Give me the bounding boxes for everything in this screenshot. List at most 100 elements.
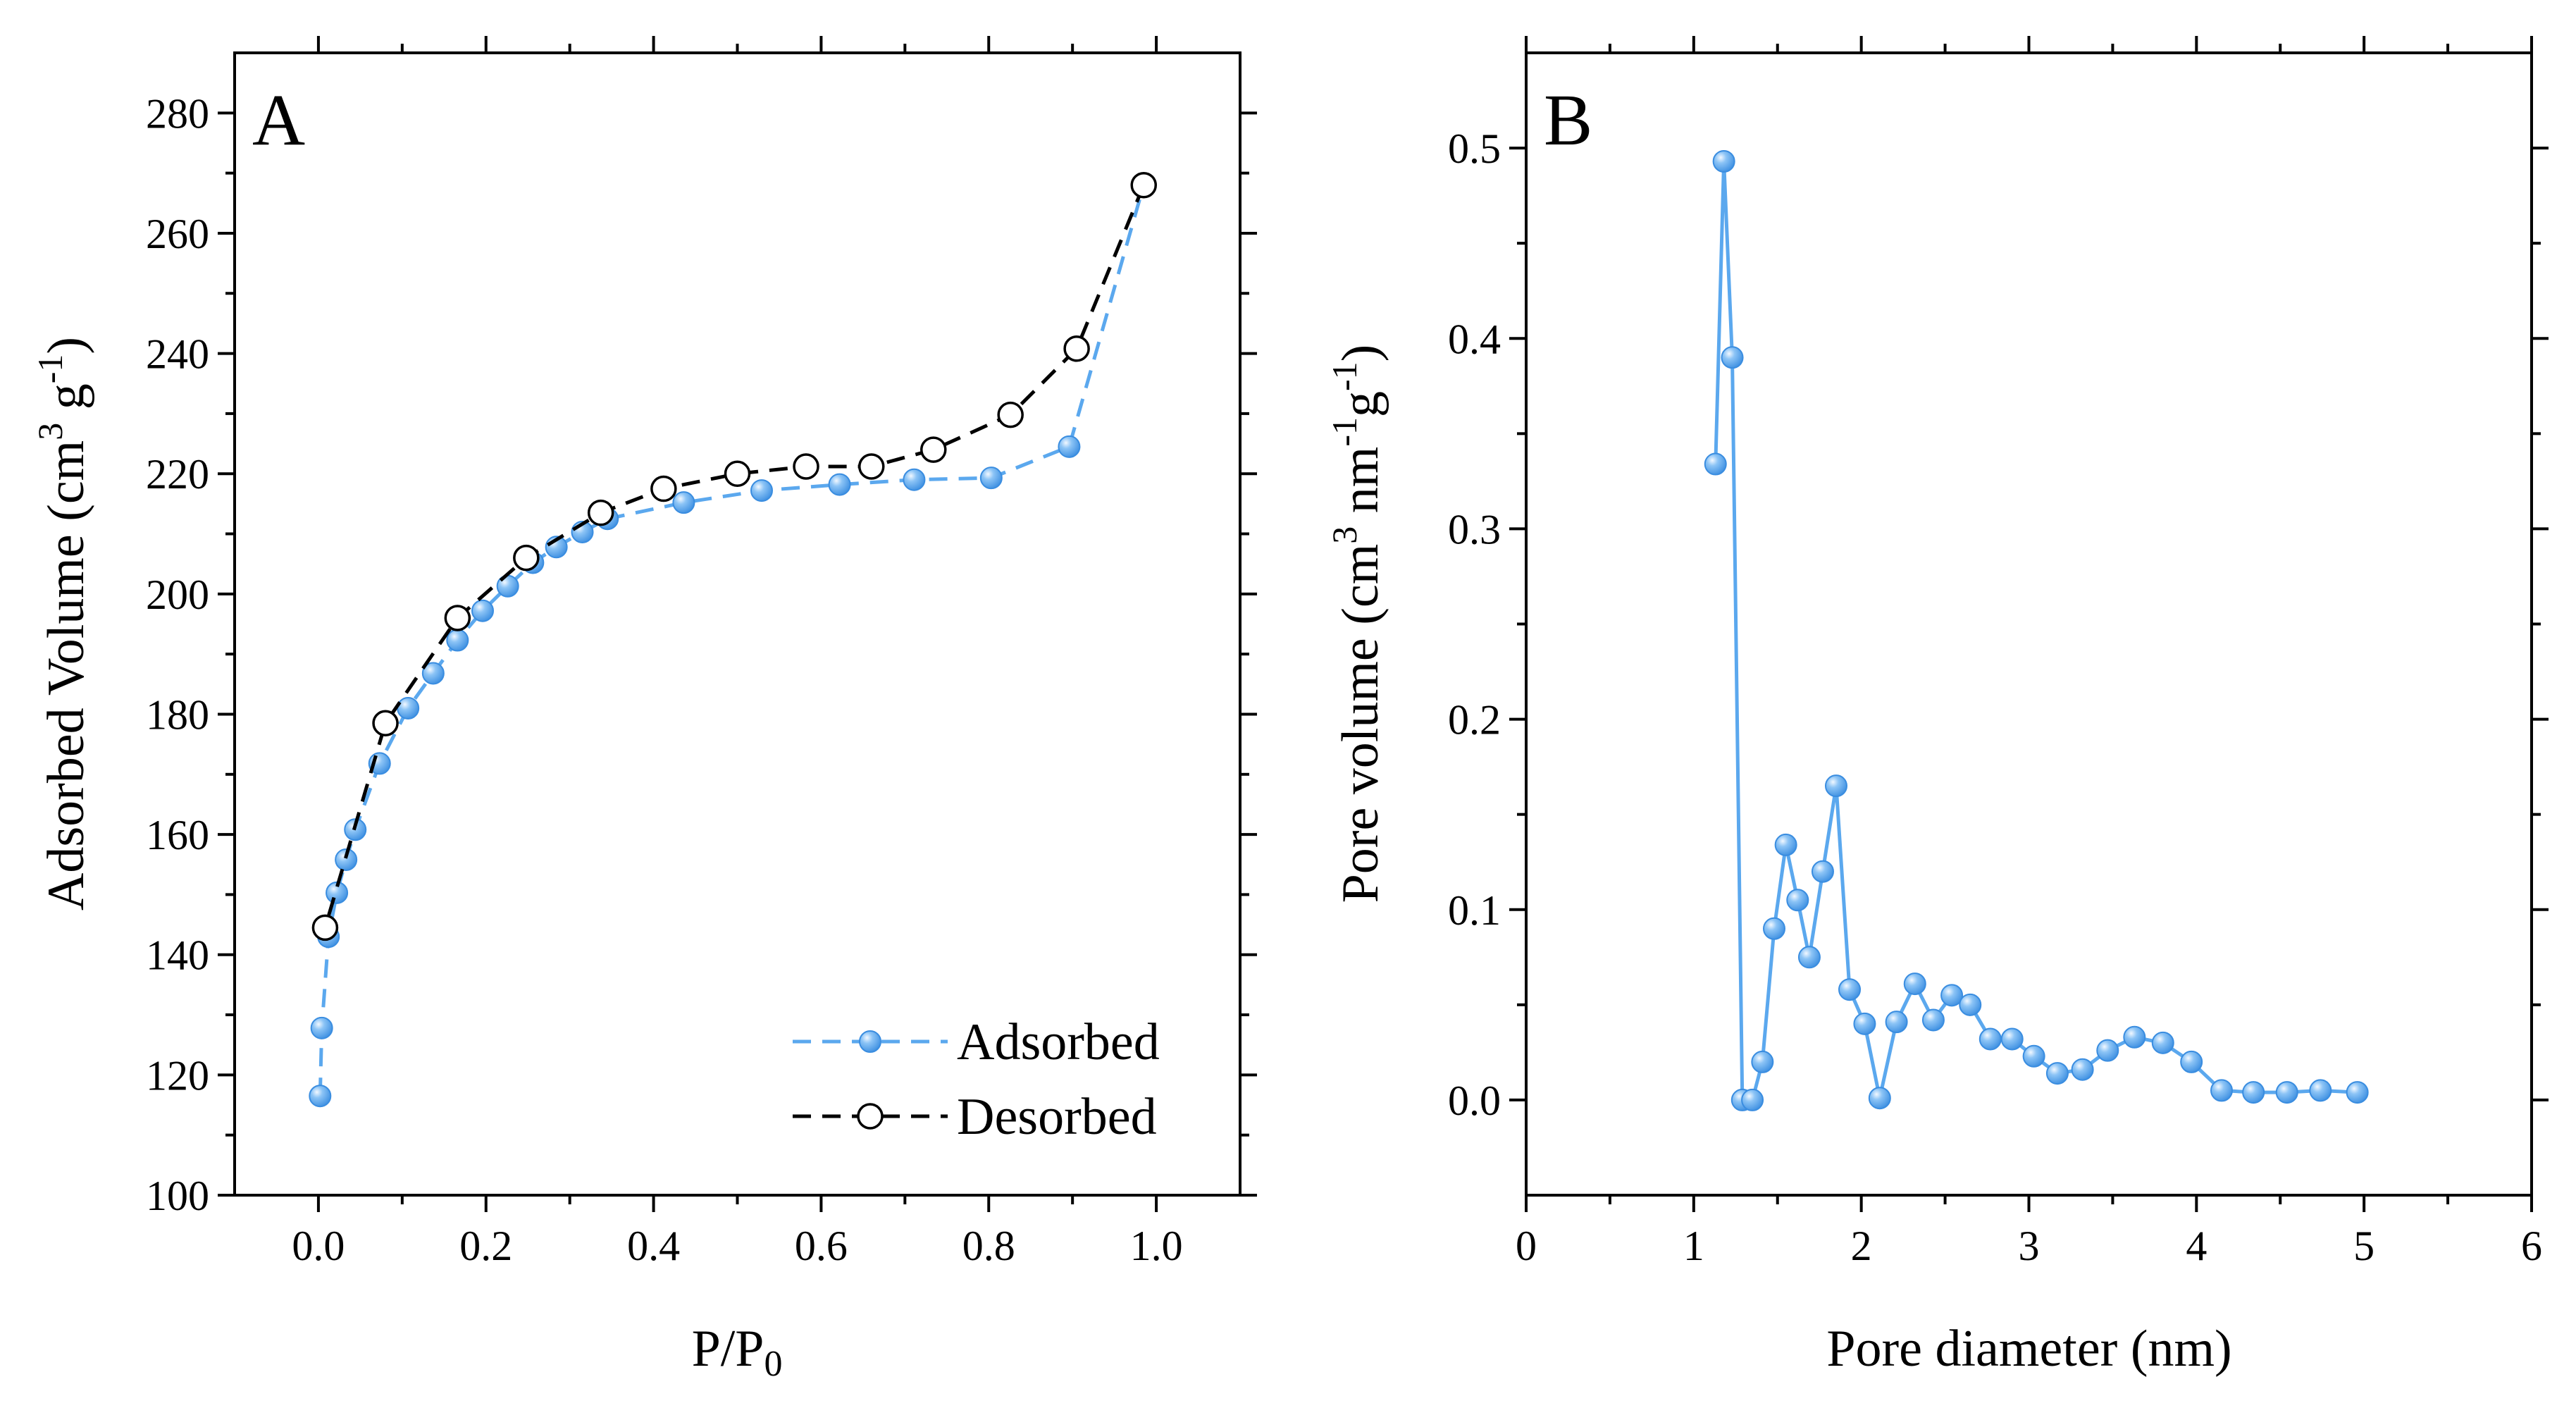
- data-point: [513, 544, 540, 572]
- data-point: [1797, 946, 1821, 969]
- data-point: [2123, 1025, 2146, 1049]
- data-point: [1979, 1027, 2002, 1051]
- panel-b-x-axis-title: Pore diameter (nm): [1826, 1320, 2231, 1378]
- panel-b-frame: [1525, 51, 2533, 1197]
- data-point: [1751, 1050, 1774, 1073]
- legend: Adsorbed Desorbed: [793, 1013, 1160, 1146]
- data-point: [1838, 978, 1862, 1001]
- data-point: [1786, 889, 1809, 912]
- x-tick-label: 0.4: [627, 1223, 680, 1269]
- x-tick-label: 0.2: [459, 1223, 512, 1269]
- y-tick-label: 280: [146, 90, 209, 137]
- data-point: [858, 453, 885, 480]
- data-point: [311, 914, 339, 941]
- panel-b: B 0 1 2 3 4 5 6 0.0 0.1 0.2 0.3 0.4 0.5 Pore diamete…: [1325, 36, 2549, 1378]
- data-point: [2346, 1081, 2369, 1104]
- y-tick-label: 260: [146, 211, 209, 257]
- data-point: [446, 629, 469, 652]
- data-point: [903, 468, 926, 491]
- panel-a: A 0.0 0.2 0.4 0.6 0.8 1.0 100 120 140 160 180 200 22…: [30, 36, 1257, 1384]
- panel-a-data: [309, 171, 1157, 1108]
- legend-desorbed-label: Desorbed: [957, 1088, 1157, 1146]
- data-point: [1824, 774, 1847, 798]
- data-point: [750, 479, 773, 502]
- x-tick-label: 0.0: [292, 1223, 345, 1269]
- data-point: [2000, 1027, 2024, 1051]
- data-point: [1959, 993, 1982, 1016]
- y-tick-label: 0.0: [1448, 1077, 1501, 1124]
- data-point: [997, 401, 1024, 428]
- series-line-desorbed: [323, 184, 1146, 929]
- data-point: [372, 710, 399, 737]
- x-tick-label: 4: [2186, 1223, 2207, 1269]
- data-point: [920, 436, 947, 463]
- panel-a-x-axis-title: P/P0: [692, 1320, 783, 1384]
- data-point: [2180, 1050, 2203, 1073]
- data-point: [1741, 1088, 1764, 1111]
- data-point: [828, 473, 851, 496]
- data-point: [2275, 1081, 2298, 1104]
- legend-adsorbed-label: Adsorbed: [957, 1013, 1160, 1071]
- y-tick-label: 120: [146, 1052, 209, 1099]
- data-point: [2022, 1044, 2045, 1068]
- data-point: [1885, 1011, 1908, 1034]
- data-point: [2242, 1081, 2265, 1104]
- data-point: [587, 499, 614, 526]
- data-point: [471, 599, 494, 622]
- x-tick-label: 0: [1516, 1223, 1537, 1269]
- data-point: [1853, 1012, 1876, 1035]
- data-point: [650, 475, 677, 502]
- y-tick-label: 220: [146, 451, 209, 498]
- data-point: [335, 848, 358, 871]
- y-tick-label: 180: [146, 691, 209, 738]
- panel-a-y-axis-title: Adsorbed Volume (cm3 g-1): [30, 337, 95, 910]
- data-point: [2210, 1079, 2234, 1102]
- x-tick-label: 0.8: [962, 1223, 1015, 1269]
- y-tick-label: 240: [146, 331, 209, 378]
- data-point: [310, 1016, 333, 1039]
- data-point: [1868, 1087, 1891, 1110]
- data-point: [672, 491, 695, 514]
- y-tick-label: 0.1: [1448, 887, 1501, 934]
- data-point: [1130, 171, 1157, 199]
- y-tick-label: 100: [146, 1173, 209, 1219]
- panel-a-label: A: [252, 80, 305, 161]
- x-tick-label: 3: [2019, 1223, 2040, 1269]
- data-point: [1721, 346, 1744, 369]
- data-point: [1704, 452, 1727, 476]
- data-point: [2071, 1058, 2094, 1081]
- data-point: [2096, 1039, 2119, 1062]
- data-point: [2151, 1031, 2174, 1054]
- panel-b-ticks: 0 1 2 3 4 5 6 0.0 0.1 0.2 0.3 0.4 0.5: [1448, 36, 2549, 1269]
- data-point: [1811, 860, 1834, 883]
- x-tick-label: 1.0: [1130, 1223, 1183, 1269]
- data-point: [397, 696, 420, 720]
- data-point: [1762, 917, 1785, 940]
- data-point: [1712, 149, 1735, 173]
- data-point: [1063, 335, 1090, 362]
- data-point: [793, 453, 819, 480]
- y-tick-label: 160: [146, 812, 209, 858]
- x-tick-label: 5: [2353, 1223, 2374, 1269]
- panel-b-label: B: [1544, 80, 1592, 161]
- legend-adsorbed-marker: [859, 1030, 881, 1053]
- panel-a-ticks: 0.0 0.2 0.4 0.6 0.8 1.0 100 120 140 160 180 200 220 2…: [146, 36, 1257, 1269]
- panel-b-data: [1704, 149, 2369, 1111]
- y-tick-label: 0.5: [1448, 125, 1501, 172]
- data-point: [724, 460, 751, 487]
- data-point: [979, 467, 1003, 490]
- y-tick-label: 200: [146, 572, 209, 618]
- y-tick-label: 140: [146, 932, 209, 979]
- y-tick-label: 0.2: [1448, 697, 1501, 743]
- panel-b-y-axis-title: Pore volume (cm3 nm-1g-1): [1325, 345, 1389, 903]
- data-point: [1058, 435, 1081, 458]
- x-tick-label: 0.6: [795, 1223, 848, 1269]
- data-point: [309, 1085, 332, 1108]
- data-point: [1921, 1008, 1945, 1032]
- x-tick-label: 2: [1851, 1223, 1872, 1269]
- data-point: [1940, 984, 1964, 1007]
- data-point: [2045, 1062, 2069, 1085]
- data-point: [1903, 972, 1926, 996]
- data-point: [1774, 833, 1797, 856]
